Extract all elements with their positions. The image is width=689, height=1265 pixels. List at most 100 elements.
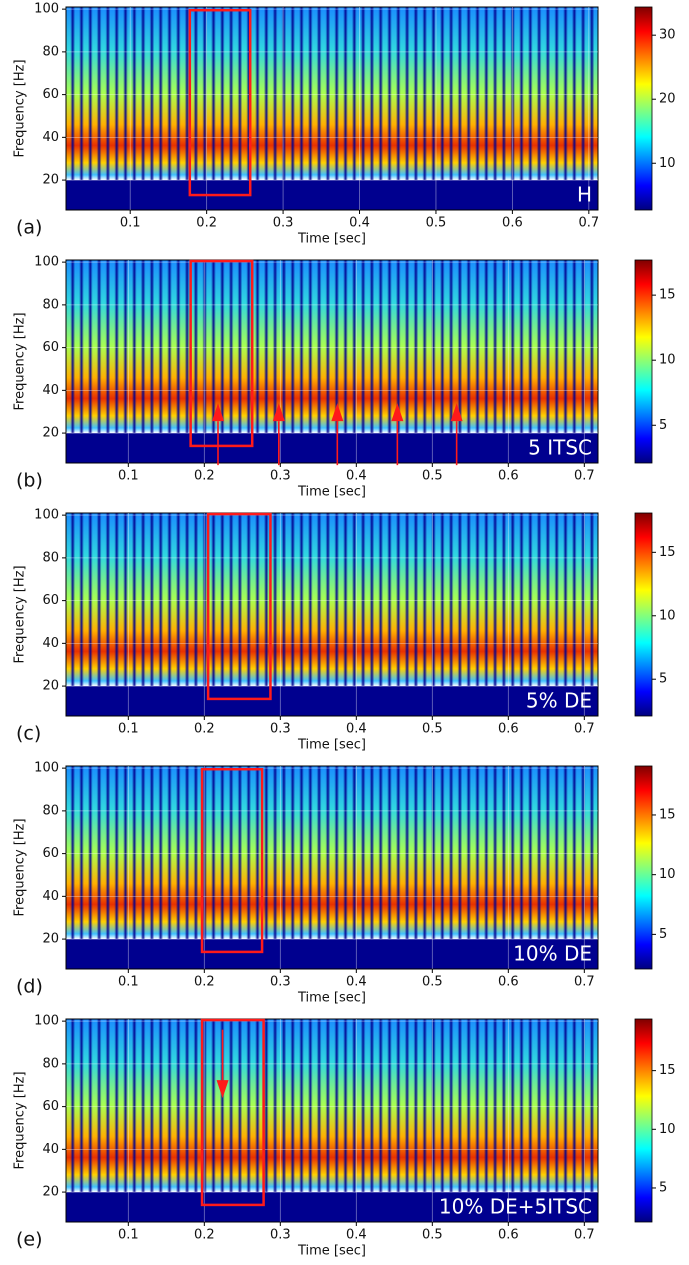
- y-tick-label: 20: [42, 173, 59, 188]
- colorbar: [634, 512, 653, 717]
- x-tick-label: 0.3: [273, 216, 294, 231]
- arrow: [331, 403, 344, 466]
- y-tick-label: 40: [42, 383, 59, 398]
- highlight-box: [200, 1018, 265, 1207]
- y-tick-label: 100: [34, 1014, 59, 1029]
- x-tick-label: 0.6: [498, 975, 519, 990]
- plot-frame: [65, 1018, 599, 1223]
- x-tick-label: 0.7: [574, 1228, 595, 1243]
- colorbar-tick-label: 10: [659, 353, 676, 368]
- x-tick-label: 0.3: [270, 1228, 291, 1243]
- x-axis-label: Time [sec]: [297, 232, 366, 247]
- arrow: [450, 403, 463, 466]
- panel-annotation: 10% DE: [513, 942, 592, 966]
- x-tick-label: 0.6: [498, 722, 519, 737]
- highlight-box: [189, 259, 254, 448]
- y-tick-label: 40: [42, 889, 59, 904]
- y-axis-label: Frequency [Hz]: [13, 1071, 28, 1169]
- colorbar-tick-label: 10: [659, 156, 676, 171]
- x-tick-label: 0.1: [120, 216, 141, 231]
- x-tick-label: 0.6: [502, 216, 523, 231]
- panel-label: (e): [16, 1229, 43, 1251]
- x-tick-label: 0.2: [194, 1228, 215, 1243]
- arrow: [212, 403, 224, 466]
- x-tick-label: 0.5: [426, 216, 447, 231]
- y-tick-label: 80: [42, 550, 59, 565]
- x-tick-label: 0.5: [422, 469, 443, 484]
- x-tick-label: 0.6: [498, 1228, 519, 1243]
- plot-frame: [65, 6, 599, 211]
- arrow-head: [391, 403, 404, 422]
- x-tick-label: 0.1: [118, 975, 139, 990]
- x-tick-label: 0.2: [194, 722, 215, 737]
- colorbar-tick-label: 30: [659, 28, 676, 43]
- spectrogram-stripes: [66, 513, 598, 687]
- plot-frame: [65, 512, 599, 717]
- x-tick-label: 0.4: [346, 722, 367, 737]
- x-tick-label: 0.4: [346, 975, 367, 990]
- arrow-head: [450, 403, 463, 422]
- spectrogram-stripes: [66, 1019, 598, 1193]
- colorbar-tick-label: 10: [659, 867, 676, 882]
- colorbar-tick-label: 15: [659, 807, 676, 822]
- panel-annotation: H: [577, 183, 592, 207]
- colorbar-tick-label: 15: [659, 1063, 676, 1078]
- y-tick-label: 60: [42, 340, 59, 355]
- x-tick-label: 0.2: [194, 975, 215, 990]
- x-tick-label: 0.1: [118, 469, 139, 484]
- x-tick-label: 0.7: [574, 469, 595, 484]
- x-tick-label: 0.1: [118, 1228, 139, 1243]
- x-tick-label: 0.7: [574, 722, 595, 737]
- x-tick-label: 0.2: [196, 216, 217, 231]
- highlight-box: [206, 512, 272, 701]
- y-tick-label: 100: [34, 255, 59, 270]
- panel-label: (c): [16, 723, 41, 745]
- panel-annotation: 5 ITSC: [528, 436, 592, 460]
- arrow-head: [272, 403, 285, 422]
- arrow-head: [216, 1080, 229, 1099]
- x-tick-label: 0.4: [346, 469, 367, 484]
- y-tick-label: 40: [42, 636, 59, 651]
- x-tick-label: 0.2: [194, 469, 215, 484]
- y-tick-label: 100: [34, 508, 59, 523]
- y-axis-label: Frequency [Hz]: [13, 312, 28, 410]
- colorbar-tick-label: 20: [659, 92, 676, 107]
- x-tick-label: 0.5: [422, 975, 443, 990]
- y-tick-label: 40: [42, 130, 59, 145]
- y-axis-label: Frequency [Hz]: [13, 59, 28, 157]
- y-tick-label: 20: [42, 932, 59, 947]
- highlight-box: [188, 8, 252, 197]
- panel-label: (a): [16, 217, 42, 239]
- spectrogram-stripes: [66, 260, 598, 434]
- y-tick-label: 20: [42, 1185, 59, 1200]
- y-tick-label: 60: [42, 846, 59, 861]
- x-tick-label: 0.1: [118, 722, 139, 737]
- x-tick-label: 0.3: [270, 469, 291, 484]
- colorbar-tick-label: 10: [659, 1122, 676, 1137]
- y-tick-label: 100: [34, 761, 59, 776]
- colorbar: [634, 259, 653, 464]
- y-tick-label: 80: [42, 803, 59, 818]
- y-tick-label: 80: [42, 44, 59, 59]
- spectrogram-stripes: [66, 7, 598, 181]
- x-axis-label: Time [sec]: [297, 485, 366, 500]
- x-tick-label: 0.4: [346, 1228, 367, 1243]
- x-tick-label: 0.7: [574, 975, 595, 990]
- arrow-head: [331, 403, 344, 422]
- x-tick-label: 0.3: [270, 722, 291, 737]
- x-axis-label: Time [sec]: [297, 738, 366, 753]
- y-tick-label: 60: [42, 1099, 59, 1114]
- x-tick-label: 0.7: [578, 216, 599, 231]
- colorbar-tick-label: 5: [659, 418, 667, 433]
- y-tick-label: 60: [42, 593, 59, 608]
- panel-label: (d): [16, 976, 43, 998]
- colorbar-tick-label: 15: [659, 288, 676, 303]
- x-axis-label: Time [sec]: [297, 991, 366, 1006]
- x-tick-label: 0.6: [498, 469, 519, 484]
- spectrogram-stripes: [66, 766, 598, 940]
- panel-annotation: 10% DE+5ITSC: [439, 1195, 592, 1219]
- x-tick-label: 0.4: [349, 216, 370, 231]
- x-tick-label: 0.3: [270, 975, 291, 990]
- highlight-box: [200, 767, 264, 954]
